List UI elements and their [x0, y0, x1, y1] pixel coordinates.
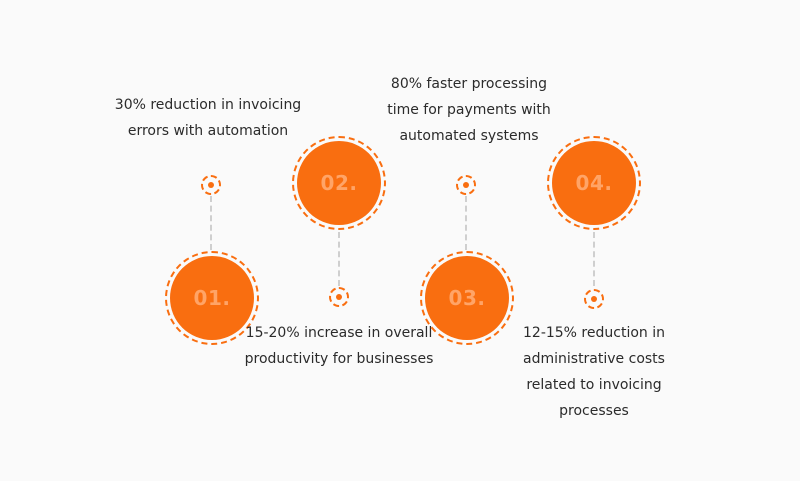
step-03-marker	[456, 175, 476, 195]
step-02-ring	[292, 136, 386, 230]
step-02-marker	[329, 287, 349, 307]
step-04-circle: 04.	[552, 141, 636, 225]
step-04-marker-center	[591, 296, 597, 302]
step-01-marker-center	[208, 182, 214, 188]
step-02-text: 15-20% increase in overall productivity …	[244, 325, 434, 367]
step-02-connector	[338, 232, 340, 286]
step-04-ring	[547, 136, 641, 230]
step-01-marker	[201, 175, 221, 195]
step-03-ring	[420, 251, 514, 345]
step-02-circle: 02.	[297, 141, 381, 225]
step-02-marker-center	[336, 294, 342, 300]
step-01-circle: 01.	[170, 256, 254, 340]
step-03-connector	[465, 196, 467, 250]
step-01-connector	[210, 196, 212, 250]
step-04-marker	[584, 289, 604, 309]
step-04-text: 12-15% reduction in administrative costs…	[523, 325, 665, 419]
step-01-ring	[165, 251, 259, 345]
step-04-number: 04.	[575, 171, 613, 195]
step-03-marker-center	[463, 182, 469, 188]
step-02-number: 02.	[320, 171, 358, 195]
step-03-circle: 03.	[425, 256, 509, 340]
step-03-text: 80% faster processing time for payments …	[387, 76, 551, 144]
step-01-number: 01.	[193, 286, 231, 310]
step-04-connector	[593, 232, 595, 286]
step-03-number: 03.	[448, 286, 486, 310]
step-01-text: 30% reduction in invoicing errors with a…	[114, 97, 302, 139]
